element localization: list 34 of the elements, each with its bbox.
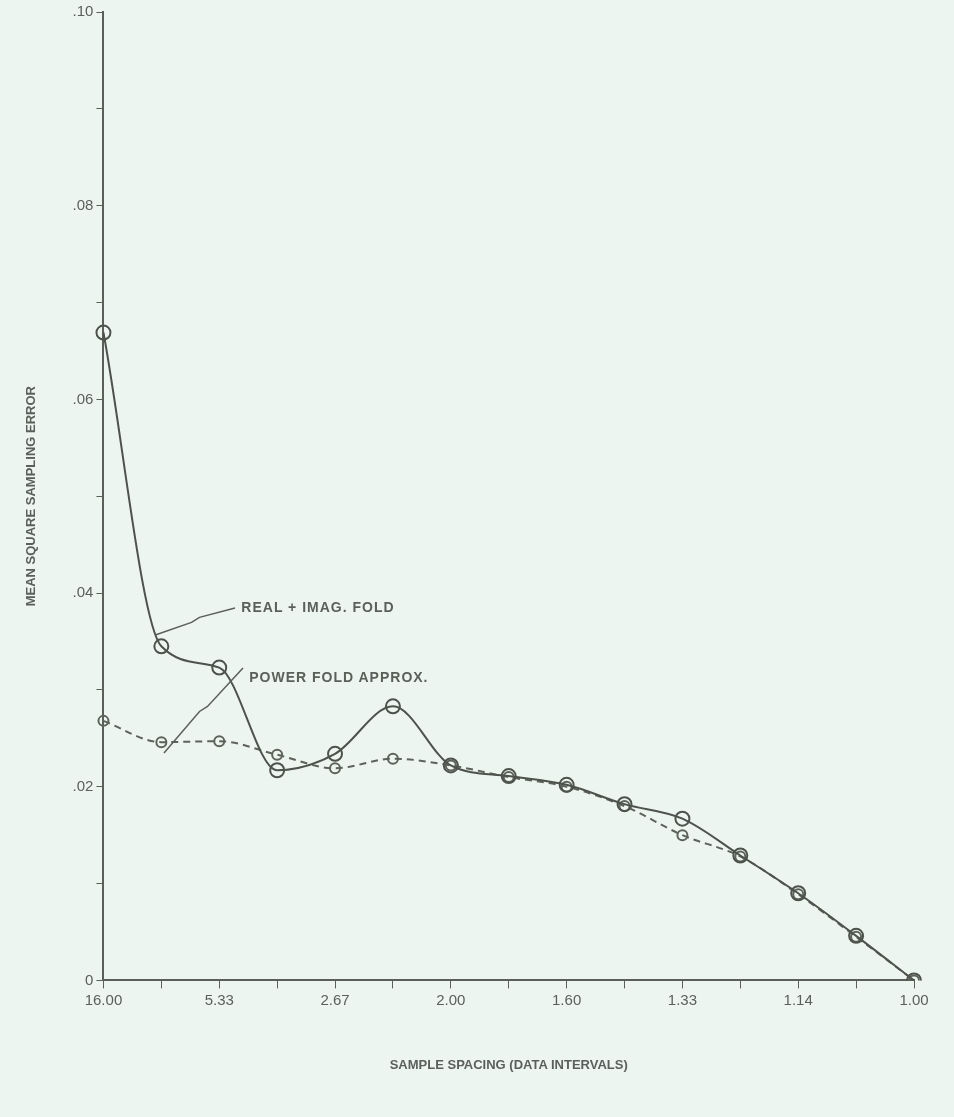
point	[386, 752, 399, 765]
point	[211, 659, 228, 676]
x-tick-label: 2.00	[436, 990, 466, 1008]
y-tick-label: 0	[85, 970, 94, 988]
x-tick-label: 1.60	[552, 990, 582, 1008]
x-tick-label: 5.33	[204, 990, 234, 1008]
x-tick-label: 1.33	[667, 990, 698, 1008]
y-tick-label: .06	[72, 389, 94, 407]
y-tick-label: .02	[72, 776, 94, 794]
y-tick-label: .10	[72, 2, 94, 20]
x-tick-label: 2.67	[320, 990, 350, 1008]
y-tick-label: .04	[72, 583, 94, 601]
text: POWER FOLD APPROX.	[249, 669, 429, 686]
x-tick-label: 1.00	[899, 990, 929, 1008]
x-tick-label: 1.14	[783, 990, 813, 1008]
point	[674, 810, 691, 827]
text: REAL + IMAG. FOLD	[241, 598, 395, 615]
point	[213, 735, 226, 748]
point	[153, 638, 170, 655]
point	[155, 736, 168, 749]
point	[95, 324, 112, 341]
x-tick-label: 16.00	[84, 990, 123, 1008]
point	[97, 714, 110, 727]
y-axis-title: MEAN SQUARE SAMPLING ERROR	[23, 385, 39, 607]
point	[616, 796, 633, 813]
point	[558, 776, 575, 793]
point	[271, 748, 284, 761]
y-tick-label: .08	[72, 195, 94, 213]
point	[384, 698, 401, 715]
point	[329, 762, 342, 775]
point	[269, 762, 286, 779]
point	[676, 829, 689, 842]
point	[327, 745, 344, 762]
x-axis-title: SAMPLE SPACING (DATA INTERVALS)	[389, 1056, 628, 1072]
